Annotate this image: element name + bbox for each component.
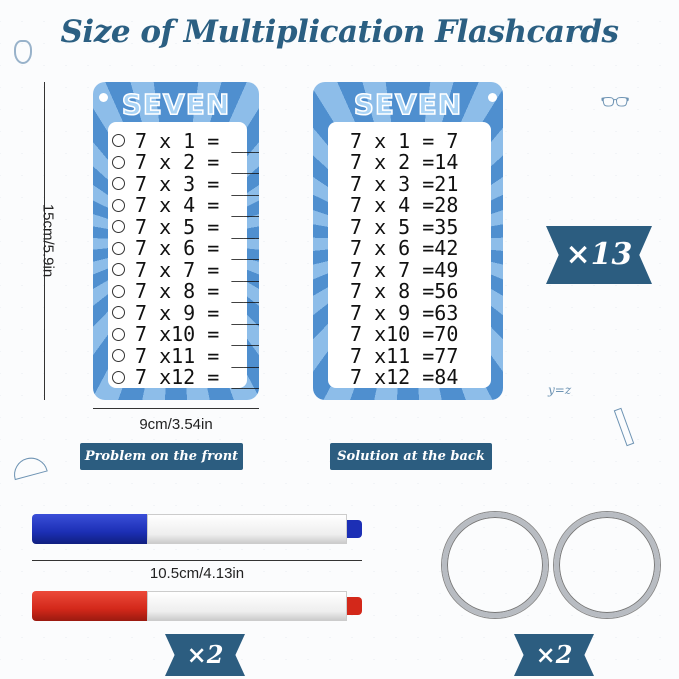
problem-row: 7 x 1 = ___: [108, 129, 259, 153]
problem-text: 7 x 8 = ___: [135, 279, 259, 304]
marker-cap: [32, 514, 147, 544]
problem-text: 7 x 5 = ___: [135, 214, 259, 239]
problem-text: 7 x11 = ___: [135, 343, 259, 368]
binder-ring: [554, 512, 660, 618]
answer-checkbox: [112, 177, 125, 191]
equation-doodle: y=z: [548, 383, 572, 397]
binder-ring: [442, 512, 548, 618]
punch-hole: [488, 93, 497, 102]
marker-tip: [347, 520, 362, 538]
marker-barrel: [147, 514, 347, 544]
solution-row: 7 x10 =70: [350, 322, 459, 347]
problem-row: 7 x 9 = ___: [108, 301, 259, 325]
back-flashcard: SEVEN 7 x 1 = 7 7 x 2 =14 7 x 3 =21 7 x …: [313, 82, 503, 400]
back-label: Solution at the back: [330, 443, 492, 470]
answer-checkbox: [112, 220, 125, 234]
marker-cap: [32, 591, 147, 621]
front-label: Problem on the front: [80, 443, 243, 470]
answer-checkbox: [112, 241, 125, 255]
problem-row: 7 x 7 = ___: [108, 258, 259, 282]
solution-row: 7 x 5 =35: [350, 214, 459, 239]
glasses-icon: 👓︎: [600, 88, 631, 116]
solution-row: 7 x 1 = 7: [350, 128, 459, 153]
answer-checkbox: [112, 306, 125, 320]
answer-checkbox: [112, 134, 125, 148]
flask-icon: [14, 40, 32, 64]
marker-tip: [347, 597, 362, 615]
solution-row: 7 x 2 =14: [350, 150, 459, 175]
problem-row: 7 x 4 = ___: [108, 193, 259, 217]
problem-text: 7 x 9 = ___: [135, 300, 259, 325]
answer-checkbox: [112, 327, 125, 341]
solution-row: 7 x12 =84: [350, 365, 459, 390]
solution-row: 7 x 7 =49: [350, 257, 459, 282]
card-heading: SEVEN: [353, 87, 463, 122]
answer-checkbox: [112, 370, 125, 384]
marker-length-label: 10.5cm/4.13in: [149, 565, 245, 582]
answer-checkbox: [112, 155, 125, 169]
problem-text: 7 x 3 = ___: [135, 171, 259, 196]
card-heading: SEVEN: [121, 87, 231, 122]
answer-checkbox: [112, 284, 125, 298]
solution-row: 7 x 6 =42: [350, 236, 459, 261]
solution-row: 7 x 8 =56: [350, 279, 459, 304]
problem-row: 7 x10 = ___: [108, 322, 259, 346]
height-dimension-line: [44, 82, 45, 400]
marker-barrel: [147, 591, 347, 621]
ring-count-badge: ×2: [514, 634, 594, 676]
width-dimension-line: [93, 408, 259, 409]
problem-text: 7 x12 = ___: [135, 365, 259, 390]
marker-count-badge: ×2: [165, 634, 245, 676]
marker-dimension-line: [32, 560, 362, 561]
problem-text: 7 x 6 = ___: [135, 236, 259, 261]
solution-row: 7 x 3 =21: [350, 171, 459, 196]
front-flashcard: SEVEN 7 x 1 = ___ 7 x 2 = ___ 7 x 3 = __…: [93, 82, 259, 400]
page-title: Size of Multiplication Flashcards: [60, 14, 619, 50]
problem-panel: 7 x 1 = ___ 7 x 2 = ___ 7 x 3 = ___ 7 x …: [108, 122, 259, 389]
problem-text: 7 x 1 = ___: [135, 128, 259, 153]
problem-text: 7 x 4 = ___: [135, 193, 259, 218]
protractor-icon: [10, 453, 48, 481]
problem-text: 7 x10 = ___: [135, 322, 259, 347]
red-marker: [32, 591, 362, 621]
blue-marker: [32, 514, 362, 544]
problem-row: 7 x 6 = ___: [108, 236, 259, 260]
answer-checkbox: [112, 198, 125, 212]
problem-text: 7 x 2 = ___: [135, 150, 259, 175]
problem-row: 7 x12 = ___: [108, 365, 259, 389]
pencil-icon: [613, 407, 635, 447]
card-count-badge: ×13: [546, 226, 652, 284]
answer-checkbox: [112, 263, 125, 277]
problem-row: 7 x11 = ___: [108, 344, 259, 368]
punch-hole: [99, 93, 108, 102]
problem-row: 7 x 3 = ___: [108, 172, 259, 196]
solution-row: 7 x 9 =63: [350, 300, 459, 325]
solution-row: 7 x11 =77: [350, 343, 459, 368]
answer-checkbox: [112, 349, 125, 363]
problem-row: 7 x 8 = ___: [108, 279, 259, 303]
width-label: 9cm/3.54in: [139, 416, 213, 433]
solution-row: 7 x 4 =28: [350, 193, 459, 218]
problem-row: 7 x 5 = ___: [108, 215, 259, 239]
problem-text: 7 x 7 = ___: [135, 257, 259, 282]
problem-row: 7 x 2 = ___: [108, 150, 259, 174]
height-label: 15cm/5.9in: [39, 203, 57, 278]
solution-panel: 7 x 1 = 7 7 x 2 =14 7 x 3 =21 7 x 4 =28 …: [328, 122, 491, 390]
